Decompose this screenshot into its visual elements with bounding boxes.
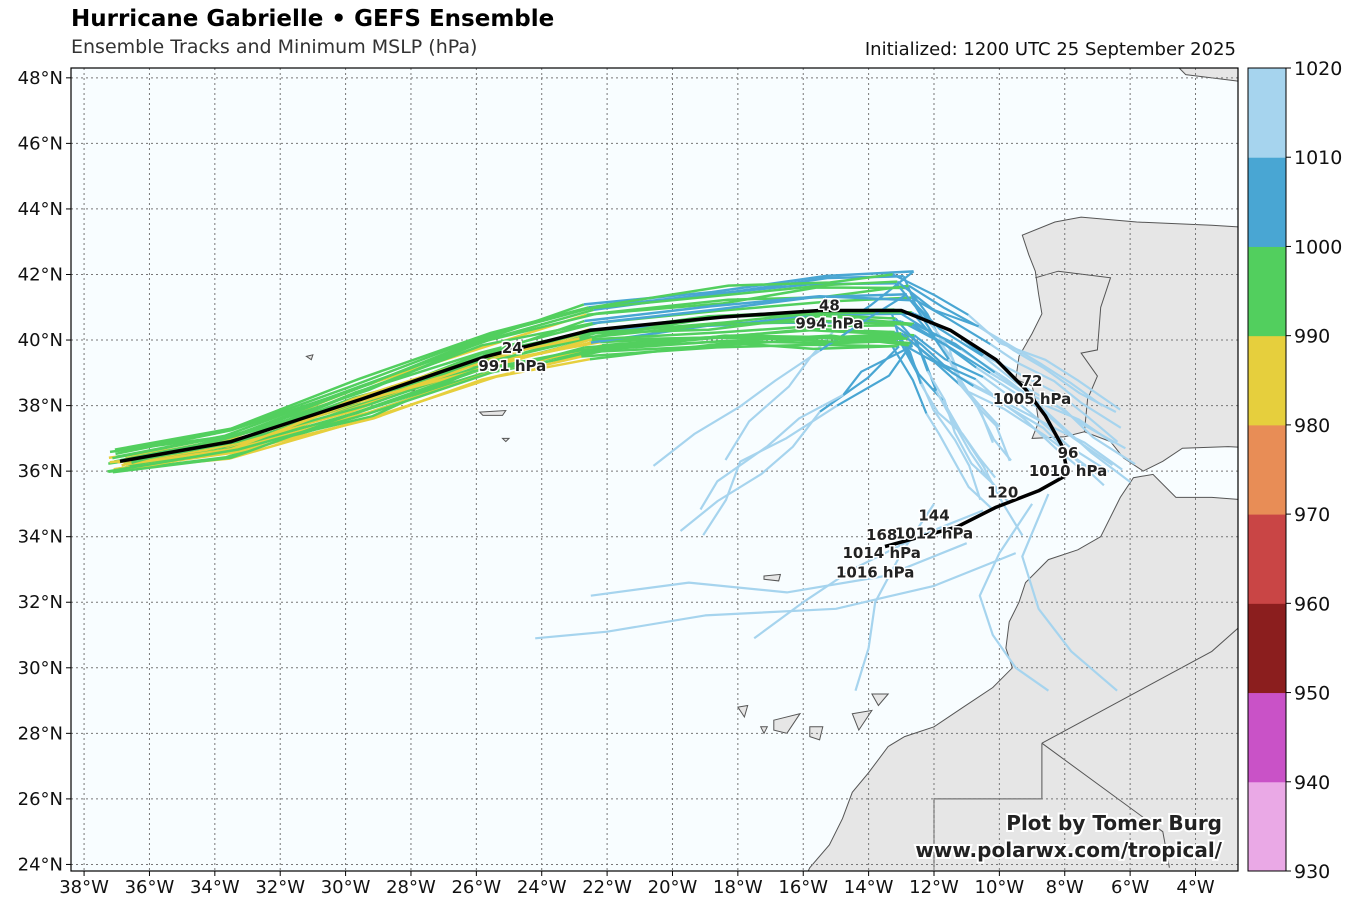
colorbar-tick-label: 940 bbox=[1294, 772, 1330, 794]
colorbar-tick-label: 970 bbox=[1294, 504, 1330, 526]
map-title: Hurricane Gabrielle • GEFS Ensemble bbox=[71, 6, 555, 32]
forecast-pressure-label: 1005 hPa bbox=[993, 390, 1071, 408]
lat-tick-label: 48°N bbox=[18, 68, 63, 89]
forecast-hour-label: 72 bbox=[1022, 372, 1043, 390]
lat-tick-label: 46°N bbox=[18, 133, 63, 154]
lat-tick-label: 34°N bbox=[18, 527, 63, 548]
forecast-pressure-label: 991 hPa bbox=[478, 357, 546, 375]
colorbar-swatch bbox=[1248, 68, 1286, 158]
map-subtitle: Ensemble Tracks and Minimum MSLP (hPa) bbox=[71, 36, 478, 58]
lon-tick-label: 8°W bbox=[1046, 877, 1084, 898]
lon-tick-label: 12°W bbox=[909, 877, 959, 898]
lat-tick-label: 38°N bbox=[18, 396, 63, 417]
colorbar-swatch bbox=[1248, 603, 1286, 694]
lat-tick-label: 24°N bbox=[18, 854, 63, 875]
forecast-pressure-label: 1010 hPa bbox=[1029, 462, 1107, 480]
colorbar-swatch bbox=[1248, 335, 1286, 426]
lon-tick-label: 16°W bbox=[778, 877, 828, 898]
colorbar-tick-label: 960 bbox=[1294, 593, 1330, 615]
forecast-hour-label: 144 bbox=[918, 506, 949, 524]
lon-tick-label: 18°W bbox=[713, 877, 763, 898]
forecast-hour-label: 120 bbox=[987, 483, 1018, 501]
lat-tick-label: 30°N bbox=[18, 658, 63, 679]
lat-tick-label: 42°N bbox=[18, 264, 63, 285]
mean-track-line bbox=[119, 308, 1070, 549]
lon-tick-label: 4°W bbox=[1176, 877, 1214, 898]
colorbar-tick-label: 1020 bbox=[1294, 58, 1342, 80]
lat-tick-label: 36°N bbox=[18, 461, 63, 482]
colorbar-tick-label: 1010 bbox=[1294, 147, 1342, 169]
pressure-colorbar: 930 940 950 960 970 980 990 1000 1010 1020 bbox=[1247, 58, 1342, 883]
lat-tick-label: 28°N bbox=[18, 723, 63, 744]
map-gridlines bbox=[71, 68, 1238, 871]
lat-tick-label: 26°N bbox=[18, 789, 63, 810]
lon-tick-label: 26°W bbox=[451, 877, 501, 898]
longitude-tick-labels: 38°W 36°W 34°W 32°W 30°W 28°W 26°W 24°W 22°W 20°W… bbox=[59, 871, 1215, 898]
colorbar-swatch bbox=[1248, 246, 1286, 337]
forecast-pressure-label: 1014 hPa bbox=[843, 544, 921, 562]
colorbar-swatch bbox=[1248, 514, 1286, 604]
forecast-pressure-label: 1016 hPa bbox=[836, 564, 914, 582]
forecast-hour-label: 96 bbox=[1058, 444, 1079, 462]
colorbar-tick-label: 1000 bbox=[1294, 236, 1342, 258]
lon-tick-label: 36°W bbox=[125, 877, 175, 898]
colorbar-swatch bbox=[1248, 692, 1286, 783]
forecast-pressure-label: 1012 hPa bbox=[895, 524, 973, 542]
lon-tick-label: 38°W bbox=[59, 877, 109, 898]
lon-tick-label: 22°W bbox=[582, 877, 632, 898]
lat-tick-label: 40°N bbox=[18, 330, 63, 351]
colorbar-swatch bbox=[1248, 781, 1286, 872]
lat-tick-label: 32°N bbox=[18, 592, 63, 613]
lon-tick-label: 28°W bbox=[386, 877, 436, 898]
map-frame bbox=[70, 67, 1239, 872]
colorbar-tick-label: 990 bbox=[1294, 326, 1330, 348]
ensemble-tracks bbox=[107, 270, 1136, 692]
initialized-time: Initialized: 1200 UTC 25 September 2025 bbox=[864, 39, 1236, 60]
latitude-tick-labels: 24°N 26°N 28°N 30°N 32°N 34°N 36°N 38°N 40°N 42°N… bbox=[18, 68, 71, 875]
colorbar-swatch bbox=[1248, 157, 1286, 247]
forecast-hour-label: 24 bbox=[502, 339, 523, 357]
credit-author: Plot by Tomer Burg bbox=[1006, 811, 1222, 835]
lon-tick-label: 34°W bbox=[190, 877, 240, 898]
colorbar-tick-label: 980 bbox=[1294, 415, 1330, 437]
credit-url: www.polarwx.com/tropical/ bbox=[915, 838, 1222, 862]
lon-tick-label: 10°W bbox=[975, 877, 1025, 898]
forecast-hour-label: 168 bbox=[866, 526, 897, 544]
lon-tick-label: 14°W bbox=[844, 877, 894, 898]
forecast-pressure-label: 994 hPa bbox=[795, 315, 863, 333]
lon-tick-label: 6°W bbox=[1111, 877, 1149, 898]
lon-tick-label: 30°W bbox=[321, 877, 371, 898]
lon-tick-label: 20°W bbox=[648, 877, 698, 898]
lat-tick-label: 44°N bbox=[18, 199, 63, 220]
colorbar-swatch bbox=[1248, 424, 1286, 515]
colorbar-tick-label: 930 bbox=[1294, 861, 1330, 883]
ensemble-mean-track bbox=[119, 308, 1070, 549]
colorbar-tick-label: 950 bbox=[1294, 683, 1330, 705]
forecast-hour-label: 48 bbox=[819, 297, 840, 315]
lon-tick-label: 24°W bbox=[517, 877, 567, 898]
lon-tick-label: 32°W bbox=[255, 877, 305, 898]
